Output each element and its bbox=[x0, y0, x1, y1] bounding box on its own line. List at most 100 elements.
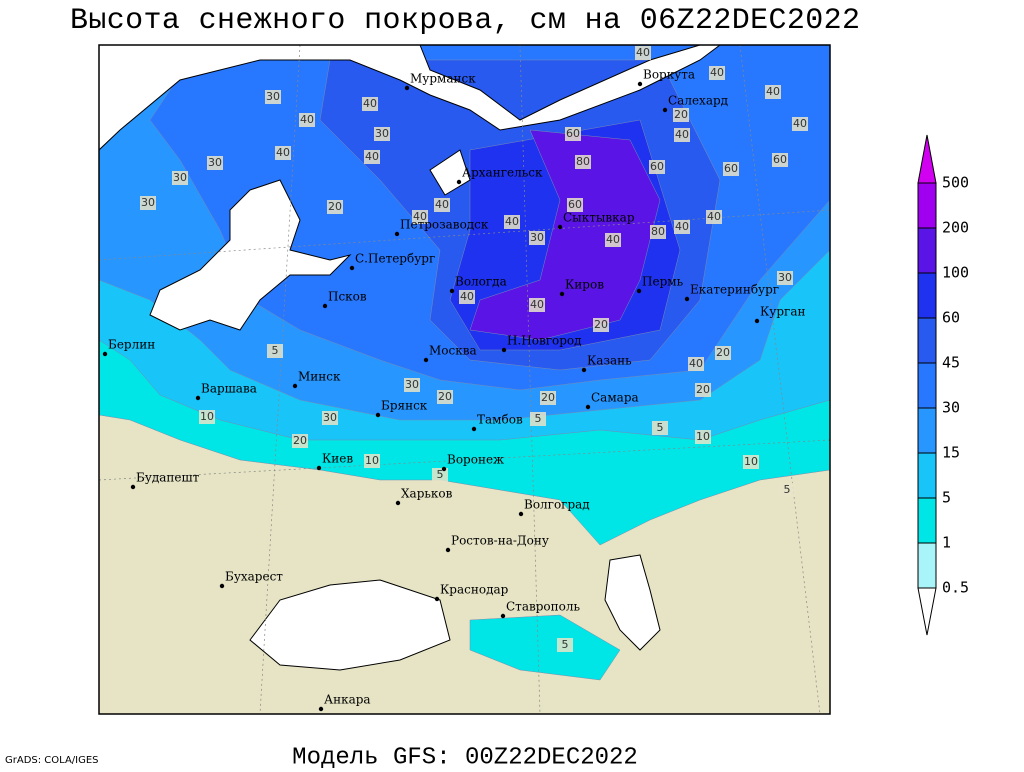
city-dot bbox=[456, 179, 462, 185]
contour-label: 80 bbox=[576, 155, 590, 168]
city-dot bbox=[404, 85, 410, 91]
legend-label: 100 bbox=[942, 264, 969, 282]
contour-label: 40 bbox=[435, 198, 449, 211]
city-label: Москва bbox=[429, 344, 477, 358]
sea bbox=[99, 45, 721, 151]
contour-label-box bbox=[650, 225, 666, 239]
contour-label-box bbox=[364, 150, 380, 164]
city-label: Мурманск bbox=[410, 72, 476, 86]
contour-label: 40 bbox=[707, 210, 721, 223]
city-dot bbox=[375, 412, 381, 418]
contour-label-box bbox=[557, 638, 573, 652]
city-label: Анкара bbox=[324, 693, 371, 707]
city-dot bbox=[316, 465, 322, 471]
contour-label: 80 bbox=[651, 225, 665, 238]
contour-label: 20 bbox=[696, 383, 710, 396]
contour-label-box bbox=[434, 198, 450, 212]
contour-label-box bbox=[688, 357, 704, 371]
map-frame bbox=[98, 44, 831, 715]
contour-label-box bbox=[265, 90, 281, 104]
contour-label-box bbox=[504, 215, 520, 229]
city-label: Краснодар bbox=[440, 583, 509, 597]
city-label: Харьков bbox=[401, 487, 453, 501]
city-dot bbox=[195, 395, 201, 401]
contour-label: 30 bbox=[375, 127, 389, 140]
contour-label: 30 bbox=[173, 171, 187, 184]
city-dot bbox=[662, 107, 668, 113]
contour-label: 5 bbox=[535, 412, 542, 425]
contour-label-box bbox=[364, 454, 380, 468]
contour-label: 10 bbox=[696, 430, 710, 443]
contour-label: 40 bbox=[766, 85, 780, 98]
city-label: Н.Новгород bbox=[507, 334, 582, 348]
contour-label-box bbox=[567, 198, 583, 212]
legend-swatch bbox=[917, 362, 937, 409]
city-label: Будапешт bbox=[136, 471, 200, 485]
contour-label-box bbox=[207, 156, 223, 170]
contour-label: 30 bbox=[778, 271, 792, 284]
city-label: Воронеж bbox=[447, 453, 504, 467]
legend-label: 15 bbox=[942, 444, 960, 462]
contour-label-box bbox=[779, 483, 795, 497]
city-dot bbox=[449, 288, 455, 294]
legend-swatch bbox=[917, 587, 937, 636]
contour-label-box bbox=[374, 127, 390, 141]
contour-label-box bbox=[743, 455, 759, 469]
contour-label: 40 bbox=[710, 66, 724, 79]
sea bbox=[249, 579, 451, 671]
city-label: Петрозаводск bbox=[400, 218, 489, 232]
contour-label-box bbox=[172, 171, 188, 185]
contour-label: 20 bbox=[293, 434, 307, 447]
credit: GrADS: COLA/IGES bbox=[5, 755, 99, 766]
contour-label-box bbox=[575, 155, 591, 169]
city-label: Тамбов bbox=[477, 413, 523, 427]
legend-swatch bbox=[917, 317, 937, 364]
city-label: Сыктывкар bbox=[563, 211, 635, 225]
city-label: Киев bbox=[322, 452, 353, 466]
contour-label: 40 bbox=[675, 220, 689, 233]
contour-label-box bbox=[652, 421, 668, 435]
contour-label-box bbox=[715, 346, 731, 360]
contour-label-box bbox=[275, 146, 291, 160]
city-dot bbox=[441, 466, 447, 472]
contour-label: 20 bbox=[716, 346, 730, 359]
legend-label: 30 bbox=[942, 399, 960, 417]
legend-label: 45 bbox=[942, 354, 960, 372]
city-dot bbox=[471, 426, 477, 432]
contour-label: 60 bbox=[724, 162, 738, 175]
city-dot bbox=[559, 291, 565, 297]
city-dot bbox=[394, 231, 400, 237]
city-label: Волгоград bbox=[524, 498, 590, 512]
contour-label: 5 bbox=[272, 344, 279, 357]
city-dot bbox=[637, 81, 643, 87]
legend-label: 1 bbox=[942, 534, 951, 552]
legend-swatch bbox=[917, 497, 937, 544]
graticule bbox=[99, 439, 830, 481]
contour-label-box bbox=[540, 391, 556, 405]
contour-label: 60 bbox=[650, 160, 664, 173]
legend-swatch bbox=[917, 542, 937, 589]
contour-label: 40 bbox=[689, 357, 703, 370]
contour-label-box bbox=[777, 271, 793, 285]
contour-label-box bbox=[412, 210, 428, 224]
city-label: Ростов-на-Дону bbox=[451, 534, 549, 548]
title: Высота снежного покрова, см на 06Z22DEC2… bbox=[70, 4, 860, 38]
contour-label-box bbox=[605, 233, 621, 247]
city-dot bbox=[102, 351, 108, 357]
contour-label: 40 bbox=[276, 146, 290, 159]
graticule bbox=[739, 45, 821, 714]
contour-label: 40 bbox=[363, 97, 377, 110]
city-dot bbox=[318, 706, 324, 712]
footer: Модель GFS: 00Z22DEC2022 bbox=[292, 744, 638, 768]
contour-label-box bbox=[695, 383, 711, 397]
contour-label-box bbox=[792, 117, 808, 131]
city-label: С.Петербург bbox=[355, 252, 435, 266]
city-dot bbox=[501, 347, 507, 353]
city-dot bbox=[754, 318, 760, 324]
city-label: Варшава bbox=[201, 382, 257, 396]
contour-label-box bbox=[199, 410, 215, 424]
contour-label: 10 bbox=[365, 454, 379, 467]
city-label: Псков bbox=[328, 290, 367, 304]
contour-label-box bbox=[674, 128, 690, 142]
city-dot bbox=[684, 296, 690, 302]
